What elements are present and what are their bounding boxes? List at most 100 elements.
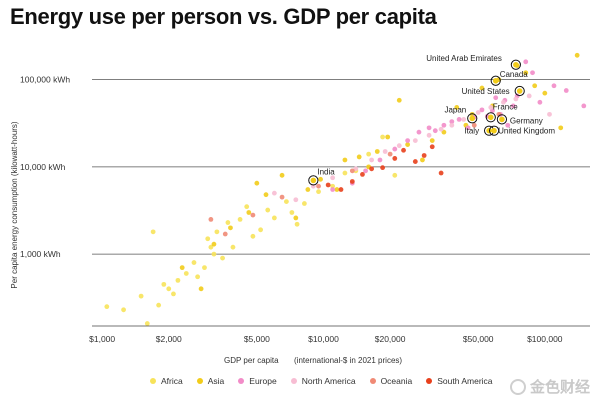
legend-swatch [238, 378, 245, 384]
data-point-europe [392, 146, 398, 152]
data-point-africa [220, 255, 225, 261]
legend-item-oceania: Oceania [369, 376, 413, 386]
x-tick-labels: $1,000 $2,000 $5,000 $10,000 $20,000 $50,000 $… [89, 334, 563, 344]
data-point-africa [380, 134, 386, 140]
data-point-africa [289, 210, 295, 215]
data-point-asia [228, 225, 233, 231]
data-point-south-america [369, 166, 375, 172]
data-point-europe [530, 70, 535, 76]
data-point-europe [581, 103, 587, 109]
data-point-south-america [325, 182, 331, 188]
data-point-africa [244, 204, 250, 210]
data-point-africa [214, 229, 220, 235]
data-point-europe [416, 129, 422, 135]
legend-label: Africa [161, 376, 183, 386]
y-tick-labels: 1,000 kWh 10,000 kWh 100,000 kWh [20, 75, 70, 259]
data-point-north-america [330, 175, 336, 181]
annotation-label-japan: Japan [444, 105, 466, 114]
data-point-europe [505, 122, 511, 128]
y-tick-label: 100,000 kWh [20, 75, 70, 85]
data-point-africa [104, 304, 110, 310]
data-point-africa [265, 207, 271, 213]
data-point-europe [449, 119, 455, 125]
highlight-point-united-kingdom [491, 127, 497, 134]
data-point-south-america [421, 153, 427, 158]
data-point-europe [563, 88, 569, 93]
legend-label: Oceania [380, 376, 413, 386]
data-point-north-america [526, 93, 532, 99]
data-point-africa [171, 291, 176, 297]
legend-item-africa: Africa [150, 376, 183, 386]
highlight-point-germany [499, 116, 505, 123]
data-point-north-america [547, 111, 552, 117]
data-point-europe [363, 168, 369, 174]
highlight-point-japan [469, 115, 476, 122]
legend-label: Asia [207, 376, 225, 386]
data-point-africa [161, 281, 167, 287]
data-point-south-america [429, 144, 435, 150]
legend-item-south-america: South America [426, 376, 493, 386]
annotation-label-united-arab-emirates: United Arab Emirates [426, 54, 502, 63]
data-point-asia [293, 215, 299, 221]
data-point-europe [432, 128, 438, 134]
data-point-africa [230, 244, 236, 250]
data-point-europe [510, 103, 516, 109]
data-point-africa [330, 183, 336, 189]
highlight-point-united-states [516, 88, 523, 94]
data-point-asia [179, 265, 185, 271]
data-point-north-america [412, 138, 418, 144]
data-point-asia [396, 97, 402, 103]
data-point-north-america [396, 143, 402, 149]
y-tick-label: 10,000 kWh [20, 162, 66, 172]
watermark: 金色财经 [509, 376, 590, 397]
data-point-africa [284, 199, 289, 204]
highlight-ring-germany [496, 114, 508, 125]
data-point-asia [542, 90, 548, 96]
legend-label: Europe [249, 376, 277, 386]
data-point-south-america [360, 171, 365, 177]
data-point-europe [405, 138, 411, 144]
data-point-africa [175, 277, 181, 283]
annotation-label-france: France [493, 102, 518, 111]
legend-swatch [196, 378, 203, 384]
annotation-label-germany: Germany [510, 116, 543, 125]
data-point-asia [374, 149, 380, 154]
data-point-africa [208, 244, 214, 250]
highlight-ring-india [308, 175, 319, 186]
data-point-africa [211, 251, 217, 257]
data-point-africa [144, 321, 150, 326]
legend-swatch [290, 378, 297, 384]
x-axis-title: GDP per capita [224, 356, 279, 365]
data-point-oceania [471, 122, 477, 128]
data-point-south-america [338, 187, 344, 192]
data-point-oceania [222, 231, 228, 237]
data-point-north-america [426, 132, 432, 138]
highlight-ring-united-arab-emirates [510, 59, 521, 70]
data-point-asia [356, 154, 362, 160]
data-point-north-america [475, 110, 481, 115]
gridlines [92, 79, 590, 255]
data-point-asia [305, 187, 311, 192]
highlight-ring-france [485, 112, 496, 123]
highlight-circles [308, 59, 525, 186]
data-point-south-america [412, 159, 418, 164]
data-point-asia [405, 142, 411, 148]
legend-item-europe: Europe [238, 376, 277, 386]
highlight-ring-united-kingdom [488, 125, 500, 136]
y-tick-label: 1,000 kWh [20, 249, 61, 259]
data-point-africa [138, 293, 144, 299]
data-point-north-america [293, 197, 299, 203]
data-point-africa [225, 220, 231, 225]
data-point-south-america [438, 170, 444, 176]
legend: Africa Asia Europe North America Oceania Sout… [150, 376, 493, 386]
data-point-asia [532, 83, 538, 89]
data-point-africa [195, 274, 201, 280]
data-point-north-america [271, 190, 277, 196]
annotation-label-italy: Italy [464, 127, 479, 136]
data-point-oceania [316, 183, 321, 189]
data-point-africa [392, 172, 398, 178]
data-point-asia [318, 176, 323, 182]
data-point-africa [250, 233, 256, 239]
data-point-africa [237, 216, 243, 222]
